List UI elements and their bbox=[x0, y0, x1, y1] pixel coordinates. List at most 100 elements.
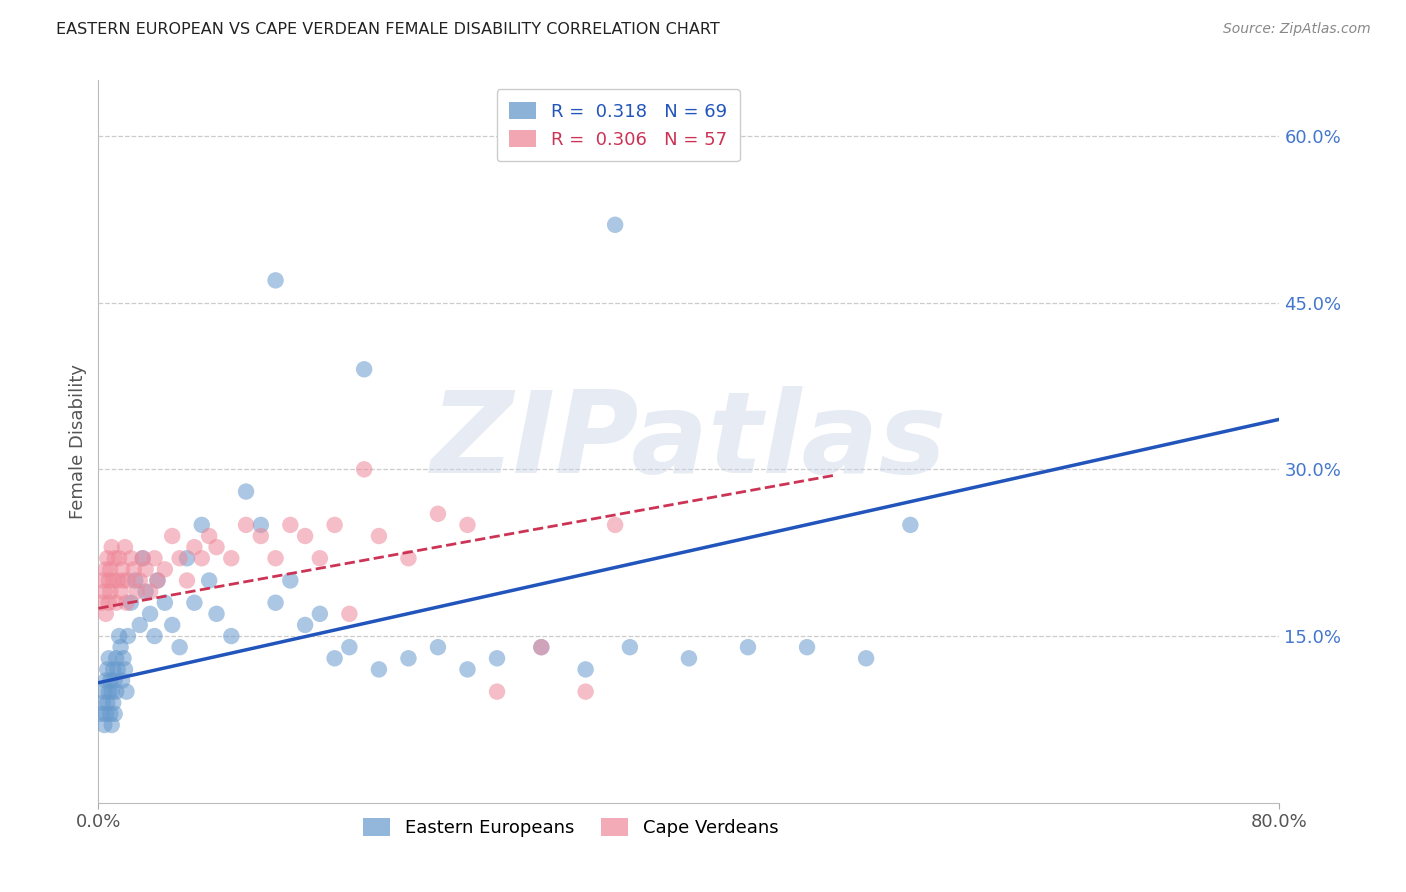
Point bbox=[91, 574, 114, 588]
Point bbox=[94, 673, 117, 688]
Point bbox=[737, 640, 759, 655]
Point bbox=[108, 551, 131, 566]
Point bbox=[100, 718, 122, 732]
Point bbox=[135, 562, 157, 576]
Point bbox=[105, 596, 128, 610]
Legend: Eastern Europeans, Cape Verdeans: Eastern Europeans, Cape Verdeans bbox=[356, 811, 786, 845]
Point bbox=[110, 584, 132, 599]
Point bbox=[104, 551, 127, 566]
Point bbox=[125, 584, 148, 599]
Point bbox=[294, 618, 316, 632]
Point bbox=[143, 629, 166, 643]
Point bbox=[103, 574, 125, 588]
Point bbox=[294, 529, 316, 543]
Point bbox=[398, 551, 420, 566]
Point bbox=[97, 684, 120, 698]
Point bbox=[96, 551, 118, 566]
Point bbox=[353, 462, 375, 476]
Point bbox=[169, 640, 191, 655]
Point bbox=[115, 596, 138, 610]
Point bbox=[94, 706, 117, 721]
Point bbox=[575, 662, 598, 676]
Point bbox=[323, 517, 346, 532]
Point bbox=[114, 662, 136, 676]
Point bbox=[162, 529, 183, 543]
Point bbox=[93, 684, 115, 698]
Point bbox=[191, 517, 214, 532]
Point bbox=[235, 517, 257, 532]
Point bbox=[176, 551, 198, 566]
Point bbox=[128, 574, 150, 588]
Point bbox=[105, 684, 128, 698]
Point bbox=[530, 640, 553, 655]
Point bbox=[132, 551, 155, 566]
Point bbox=[339, 640, 361, 655]
Point bbox=[191, 551, 214, 566]
Point bbox=[98, 584, 121, 599]
Point bbox=[120, 596, 142, 610]
Point bbox=[176, 574, 198, 588]
Point bbox=[97, 596, 120, 610]
Point bbox=[114, 540, 136, 554]
Point bbox=[107, 574, 129, 588]
Point bbox=[104, 706, 127, 721]
Point bbox=[619, 640, 641, 655]
Point bbox=[530, 640, 553, 655]
Point bbox=[97, 651, 120, 665]
Point bbox=[146, 574, 169, 588]
Point bbox=[132, 551, 155, 566]
Point bbox=[117, 629, 139, 643]
Point bbox=[100, 540, 122, 554]
Point bbox=[457, 517, 479, 532]
Point bbox=[398, 651, 420, 665]
Point bbox=[309, 607, 332, 621]
Text: Source: ZipAtlas.com: Source: ZipAtlas.com bbox=[1223, 22, 1371, 37]
Point bbox=[368, 529, 391, 543]
Point bbox=[107, 662, 129, 676]
Y-axis label: Female Disability: Female Disability bbox=[69, 364, 87, 519]
Point bbox=[93, 718, 115, 732]
Point bbox=[111, 562, 134, 576]
Point bbox=[427, 640, 450, 655]
Point bbox=[855, 651, 877, 665]
Point bbox=[264, 273, 287, 287]
Point bbox=[264, 551, 287, 566]
Point bbox=[198, 574, 221, 588]
Point bbox=[110, 640, 132, 655]
Point bbox=[90, 706, 112, 721]
Point bbox=[97, 574, 120, 588]
Point bbox=[135, 584, 157, 599]
Point bbox=[94, 607, 117, 621]
Point bbox=[104, 673, 127, 688]
Point bbox=[90, 596, 112, 610]
Point bbox=[605, 517, 627, 532]
Point bbox=[139, 584, 162, 599]
Point bbox=[98, 562, 121, 576]
Point bbox=[183, 596, 205, 610]
Point bbox=[93, 584, 115, 599]
Point bbox=[112, 651, 135, 665]
Point bbox=[235, 484, 257, 499]
Text: EASTERN EUROPEAN VS CAPE VERDEAN FEMALE DISABILITY CORRELATION CHART: EASTERN EUROPEAN VS CAPE VERDEAN FEMALE … bbox=[56, 22, 720, 37]
Point bbox=[309, 551, 332, 566]
Point bbox=[108, 629, 131, 643]
Point bbox=[96, 696, 118, 710]
Point bbox=[486, 651, 509, 665]
Point bbox=[98, 706, 121, 721]
Point bbox=[183, 540, 205, 554]
Point bbox=[153, 596, 176, 610]
Point bbox=[250, 517, 273, 532]
Point bbox=[900, 517, 922, 532]
Point bbox=[153, 562, 176, 576]
Point bbox=[575, 684, 598, 698]
Point bbox=[98, 673, 121, 688]
Point bbox=[124, 574, 146, 588]
Point bbox=[122, 562, 145, 576]
Point bbox=[457, 662, 479, 676]
Point bbox=[96, 662, 118, 676]
Point bbox=[368, 662, 391, 676]
Point bbox=[339, 607, 361, 621]
Point bbox=[146, 574, 169, 588]
Point bbox=[105, 651, 128, 665]
Point bbox=[427, 507, 450, 521]
